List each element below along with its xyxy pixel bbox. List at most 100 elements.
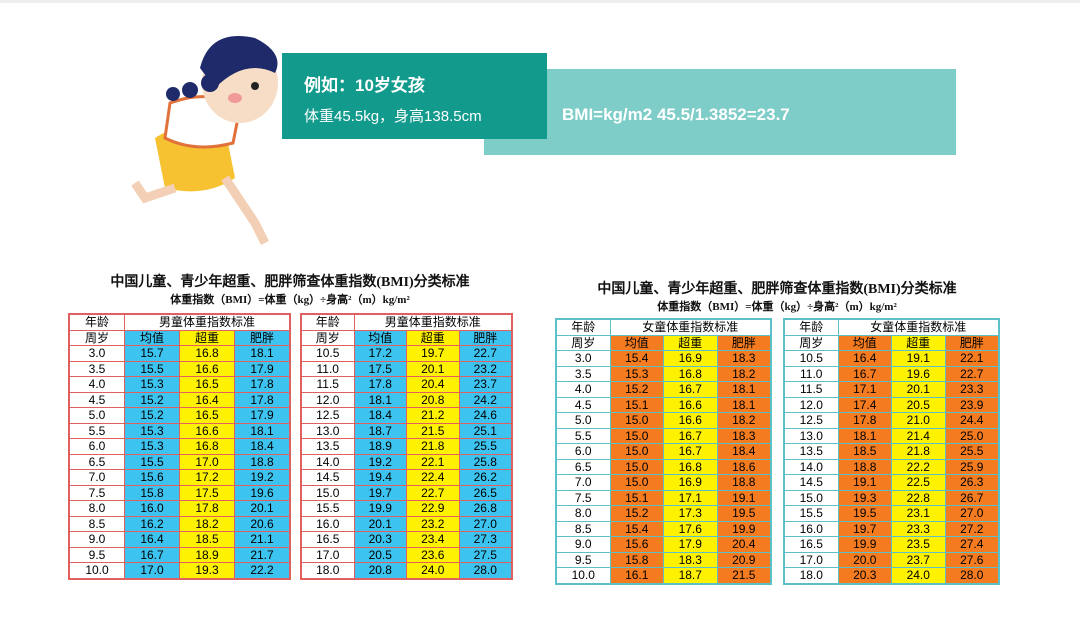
data-cell: 17.3: [663, 505, 718, 522]
data-cell: 6.0: [69, 438, 125, 455]
data-cell: 17.8: [234, 391, 290, 408]
data-cell: 25.9: [944, 458, 999, 475]
subheader-cell: 肥胖: [716, 334, 771, 351]
data-cell: 17.5: [353, 360, 407, 377]
data-cell: 14.5: [301, 469, 355, 486]
data-row: 10.0 17.0 19.3 22.2: [69, 562, 290, 579]
data-cell: 18.1: [234, 345, 290, 362]
data-row: 11.0 17.5 20.1 23.2: [301, 360, 512, 377]
data-cell: 16.0: [124, 500, 180, 517]
data-row: 3.0 15.7 16.8 18.1: [69, 345, 290, 362]
data-cell: 18.9: [179, 546, 235, 563]
data-row: 5.0 15.2 16.5 17.9: [69, 407, 290, 424]
data-cell: 17.2: [353, 345, 407, 362]
formula-box: BMI=kg/m2 45.5/1.3852=23.7: [484, 69, 956, 155]
data-row: 13.5 18.5 21.8 25.5: [784, 443, 999, 460]
data-cell: 22.7: [458, 345, 512, 362]
data-cell: 16.8: [179, 345, 235, 362]
data-cell: 17.2: [179, 469, 235, 486]
data-cell: 21.5: [406, 422, 460, 439]
data-cell: 27.5: [458, 546, 512, 563]
data-cell: 20.5: [891, 396, 946, 413]
data-cell: 17.6: [663, 520, 718, 537]
data-cell: 17.9: [234, 360, 290, 377]
data-cell: 18.1: [716, 381, 771, 398]
data-cell: 26.3: [944, 474, 999, 491]
data-cell: 25.0: [944, 427, 999, 444]
data-row: 9.0 16.4 18.5 21.1: [69, 531, 290, 548]
data-row: 13.5 18.9 21.8 25.5: [301, 438, 512, 455]
data-row: 17.0 20.5 23.6 27.5: [301, 546, 512, 563]
data-cell: 13.5: [301, 438, 355, 455]
data-cell: 6.5: [69, 453, 125, 470]
data-cell: 12.5: [784, 412, 839, 429]
data-cell: 15.1: [609, 489, 664, 506]
data-cell: 20.1: [234, 500, 290, 517]
data-cell: 18.8: [716, 474, 771, 491]
data-cell: 13.0: [784, 427, 839, 444]
table-formula: 体重指数（BMI）=体重（kg）÷身高²（m）kg/m²: [170, 294, 410, 306]
data-cell: 19.4: [353, 469, 407, 486]
data-cell: 11.0: [301, 360, 355, 377]
data-row: 17.0 20.0 23.7 27.6: [784, 551, 999, 568]
data-cell: 16.5: [784, 536, 839, 553]
data-cell: 20.1: [353, 515, 407, 532]
subheader-row: 周岁 均值 超重 肥胖: [69, 329, 290, 346]
header-cell: 男童体重指数标准: [353, 314, 512, 331]
data-cell: 12.5: [301, 407, 355, 424]
data-cell: 17.0: [784, 551, 839, 568]
data-cell: 16.7: [663, 381, 718, 398]
data-cell: 25.5: [458, 438, 512, 455]
data-row: 7.5 15.1 17.1 19.1: [556, 489, 771, 506]
data-row: 4.5 15.2 16.4 17.8: [69, 391, 290, 408]
data-cell: 7.0: [556, 474, 611, 491]
subheader-cell: 均值: [609, 334, 664, 351]
data-cell: 24.2: [458, 391, 512, 408]
data-row: 5.0 15.0 16.6 18.2: [556, 412, 771, 429]
data-cell: 16.9: [663, 350, 718, 367]
data-cell: 16.6: [179, 422, 235, 439]
data-cell: 16.8: [663, 458, 718, 475]
data-cell: 15.8: [609, 551, 664, 568]
data-cell: 22.2: [891, 458, 946, 475]
bmi-table: 年龄 男童体重指数标准 周岁 均值 超重 肥胖 10.5 17.2 19.7 22.7 11.0 17…: [300, 313, 513, 580]
subheader-cell: 均值: [124, 329, 180, 346]
data-cell: 20.1: [406, 360, 460, 377]
subheader-cell: 超重: [406, 329, 460, 346]
header-cell: 男童体重指数标准: [124, 314, 290, 331]
data-cell: 16.8: [663, 365, 718, 382]
table-title: 中国儿童、青少年超重、肥胖筛查体重指数(BMI)分类标准: [597, 282, 957, 297]
data-cell: 18.4: [353, 407, 407, 424]
table-body: 年龄 女童体重指数标准 周岁 均值 超重 肥胖 10.5 16.4 19.1 22.1 11.0 16…: [784, 319, 999, 584]
data-cell: 18.6: [716, 458, 771, 475]
data-cell: 19.6: [891, 365, 946, 382]
data-row: 6.5 15.0 16.8 18.6: [556, 458, 771, 475]
data-cell: 19.1: [837, 474, 892, 491]
data-cell: 19.6: [234, 484, 290, 501]
data-cell: 15.4: [609, 520, 664, 537]
data-cell: 15.5: [784, 505, 839, 522]
data-cell: 8.0: [556, 505, 611, 522]
data-cell: 22.9: [406, 500, 460, 517]
example-subtitle: 体重45.5kg，身高138.5cm: [304, 108, 482, 125]
data-cell: 20.9: [716, 551, 771, 568]
data-row: 18.0 20.3 24.0 28.0: [784, 567, 999, 584]
data-cell: 15.0: [609, 443, 664, 460]
data-cell: 18.8: [234, 453, 290, 470]
data-cell: 15.0: [609, 474, 664, 491]
data-row: 8.0 15.2 17.3 19.5: [556, 505, 771, 522]
data-cell: 18.4: [234, 438, 290, 455]
data-cell: 17.1: [837, 381, 892, 398]
data-cell: 19.7: [837, 520, 892, 537]
data-cell: 23.3: [891, 520, 946, 537]
data-cell: 23.3: [944, 381, 999, 398]
data-cell: 23.4: [406, 531, 460, 548]
block-title: 中国儿童、青少年超重、肥胖筛查体重指数(BMI)分类标准 体重指数（BMI）=体重…: [68, 271, 512, 307]
data-cell: 15.2: [124, 391, 180, 408]
table-title: 中国儿童、青少年超重、肥胖筛查体重指数(BMI)分类标准: [110, 275, 470, 290]
data-row: 16.0 19.7 23.3 27.2: [784, 520, 999, 537]
data-row: 11.5 17.1 20.1 23.3: [784, 381, 999, 398]
data-row: 15.5 19.5 23.1 27.0: [784, 505, 999, 522]
data-cell: 15.1: [609, 396, 664, 413]
